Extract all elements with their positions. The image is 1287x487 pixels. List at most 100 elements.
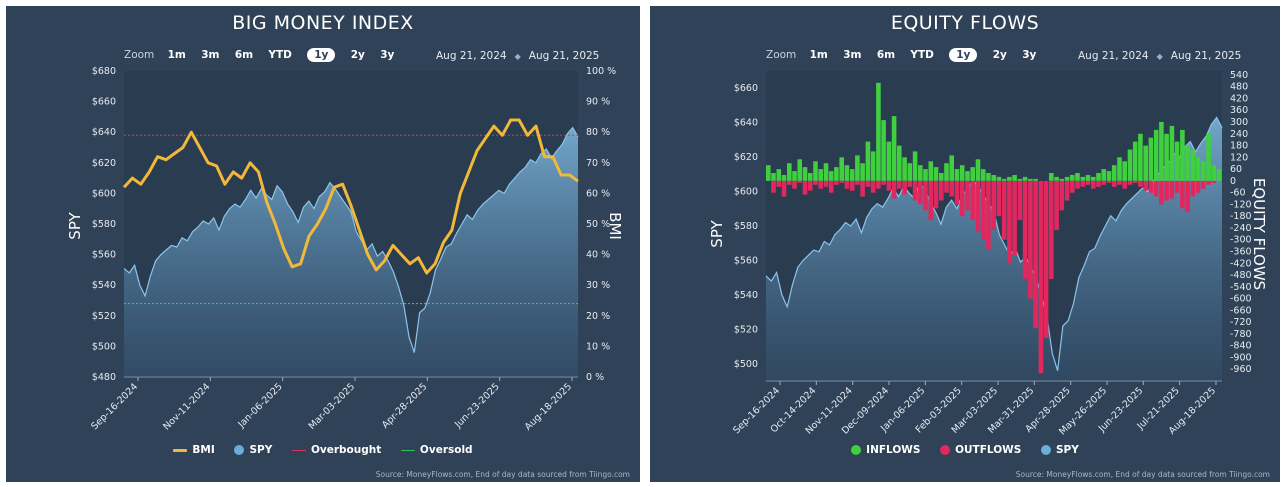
zoom-1y-button[interactable]: 1y bbox=[307, 48, 336, 62]
outflow-bar[interactable] bbox=[802, 180, 808, 195]
outflow-bar[interactable] bbox=[1159, 180, 1164, 205]
inflow-bar[interactable] bbox=[980, 169, 986, 181]
inflow-bar[interactable] bbox=[975, 159, 981, 181]
range-to-input[interactable]: Aug 21, 2025 bbox=[1170, 50, 1242, 62]
legend-item-spy[interactable]: SPY bbox=[234, 444, 272, 456]
inflow-bar[interactable] bbox=[1169, 125, 1175, 181]
zoom-6m-button[interactable]: 6m bbox=[234, 49, 254, 61]
outflow-bar[interactable] bbox=[939, 180, 944, 201]
outflow-bar[interactable] bbox=[897, 180, 902, 189]
zoom-2y-button[interactable]: 2y bbox=[350, 49, 365, 61]
inflow-bar[interactable] bbox=[860, 163, 865, 181]
outflow-bar[interactable] bbox=[928, 180, 934, 221]
inflow-bar[interactable] bbox=[1001, 178, 1007, 181]
inflow-bar[interactable] bbox=[766, 165, 771, 181]
outflow-bar[interactable] bbox=[1211, 180, 1217, 183]
outflow-bar[interactable] bbox=[980, 180, 986, 240]
outflow-bar[interactable] bbox=[1180, 180, 1185, 209]
inflow-bar[interactable] bbox=[1070, 175, 1075, 181]
inflow-bar[interactable] bbox=[886, 141, 892, 181]
inflow-bar[interactable] bbox=[1096, 173, 1101, 181]
outflow-bar[interactable] bbox=[787, 180, 792, 185]
inflow-bar[interactable] bbox=[771, 173, 776, 181]
inflow-bar[interactable] bbox=[891, 116, 897, 181]
inflow-bar[interactable] bbox=[787, 163, 792, 181]
outflow-bar[interactable] bbox=[876, 180, 881, 189]
inflow-bar[interactable] bbox=[902, 157, 907, 181]
outflow-bar[interactable] bbox=[1075, 180, 1080, 189]
inflow-bar[interactable] bbox=[855, 155, 860, 181]
outflow-bar[interactable] bbox=[886, 180, 892, 191]
inflow-bar[interactable] bbox=[965, 171, 970, 181]
outflow-bar[interactable] bbox=[975, 180, 981, 232]
inflow-bar[interactable] bbox=[849, 169, 855, 181]
outflow-bar[interactable] bbox=[1106, 180, 1112, 183]
zoom-ytd-button[interactable]: YTD bbox=[910, 49, 934, 61]
inflow-bar[interactable] bbox=[870, 151, 876, 181]
outflow-bar[interactable] bbox=[849, 180, 855, 191]
outflow-bar[interactable] bbox=[1085, 180, 1091, 185]
outflow-bar[interactable] bbox=[1153, 180, 1159, 197]
zoom-3m-button[interactable]: 3m bbox=[201, 49, 220, 61]
outflow-bar[interactable] bbox=[923, 180, 928, 211]
outflow-bar[interactable] bbox=[1091, 180, 1096, 189]
outflow-bar[interactable] bbox=[839, 180, 844, 183]
outflow-bar[interactable] bbox=[1101, 180, 1106, 185]
outflow-bar[interactable] bbox=[996, 180, 1002, 217]
inflow-bar[interactable] bbox=[807, 173, 813, 181]
inflow-bar[interactable] bbox=[818, 169, 823, 181]
zoom-1m-button[interactable]: 1m bbox=[167, 49, 186, 61]
inflow-bar[interactable] bbox=[986, 173, 991, 181]
outflow-bar[interactable] bbox=[1064, 180, 1070, 201]
inflow-bar[interactable] bbox=[802, 167, 808, 181]
inflow-bar[interactable] bbox=[828, 171, 834, 181]
outflow-bar[interactable] bbox=[776, 180, 782, 187]
zoom-ytd-button[interactable]: YTD bbox=[268, 49, 292, 61]
outflow-bar[interactable] bbox=[1022, 180, 1028, 279]
outflow-bar[interactable] bbox=[807, 180, 813, 191]
outflow-bar[interactable] bbox=[1148, 180, 1154, 193]
inflow-bar[interactable] bbox=[1054, 176, 1059, 181]
outflow-bar[interactable] bbox=[1043, 180, 1049, 338]
outflow-bar[interactable] bbox=[1012, 180, 1017, 256]
zoom-3m-button[interactable]: 3m bbox=[843, 49, 862, 61]
inflow-bar[interactable] bbox=[970, 167, 975, 181]
outflow-bar[interactable] bbox=[944, 180, 949, 193]
inflow-bar[interactable] bbox=[1174, 141, 1180, 181]
outflow-bar[interactable] bbox=[1049, 180, 1054, 279]
inflow-bar[interactable] bbox=[1143, 145, 1148, 181]
outflow-bar[interactable] bbox=[828, 180, 834, 193]
outflow-bar[interactable] bbox=[949, 180, 954, 197]
outflow-bar[interactable] bbox=[870, 180, 876, 193]
outflow-bar[interactable] bbox=[1033, 180, 1038, 329]
outflow-bar[interactable] bbox=[1122, 180, 1127, 189]
inflow-bar[interactable] bbox=[1022, 176, 1028, 181]
inflow-bar[interactable] bbox=[823, 163, 829, 181]
outflow-bar[interactable] bbox=[881, 180, 886, 185]
inflow-bar[interactable] bbox=[1127, 149, 1133, 181]
inflow-bar[interactable] bbox=[1012, 175, 1017, 181]
range-from-input[interactable]: Aug 21, 2024 bbox=[1078, 50, 1149, 62]
inflow-bar[interactable] bbox=[1101, 169, 1106, 181]
outflow-bar[interactable] bbox=[781, 180, 787, 197]
inflow-bar[interactable] bbox=[1085, 175, 1091, 181]
inflow-bar[interactable] bbox=[1064, 176, 1070, 181]
inflow-bar[interactable] bbox=[1195, 157, 1201, 181]
legend-item-outflows[interactable]: OUTFLOWS bbox=[940, 444, 1021, 456]
outflow-bar[interactable] bbox=[1070, 180, 1075, 193]
outflow-bar[interactable] bbox=[860, 180, 865, 197]
outflow-bar[interactable] bbox=[818, 180, 823, 189]
legend-item-bmi[interactable]: BMI bbox=[173, 444, 215, 456]
outflow-bar[interactable] bbox=[902, 180, 907, 195]
inflow-bar[interactable] bbox=[881, 120, 886, 181]
outflow-bar[interactable] bbox=[965, 180, 970, 211]
legend-item-spy[interactable]: SPY bbox=[1040, 444, 1079, 456]
outflow-bar[interactable] bbox=[1195, 180, 1201, 193]
outflow-bar[interactable] bbox=[1143, 180, 1148, 191]
outflow-bar[interactable] bbox=[844, 180, 850, 189]
outflow-bar[interactable] bbox=[834, 180, 839, 185]
inflow-bar[interactable] bbox=[792, 171, 797, 181]
inflow-bar[interactable] bbox=[1091, 176, 1096, 181]
inflow-bar[interactable] bbox=[844, 165, 850, 181]
inflow-bar[interactable] bbox=[1111, 165, 1117, 181]
